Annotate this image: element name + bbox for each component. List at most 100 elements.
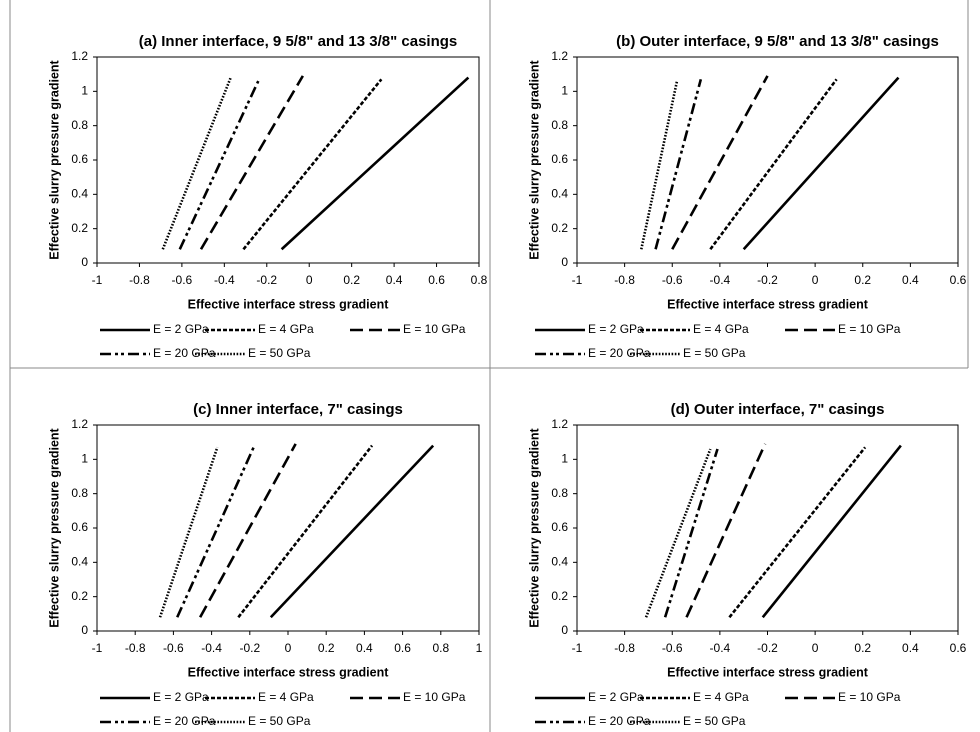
y-tick-label: 0.6 bbox=[551, 520, 568, 534]
x-tick-label: -0.8 bbox=[614, 641, 635, 655]
series-line bbox=[709, 78, 838, 251]
series-line bbox=[654, 78, 703, 250]
chart-title: (d) Outer interface, 7" casings bbox=[671, 401, 885, 418]
x-axis-label: Effective interface stress gradient bbox=[188, 297, 390, 311]
x-axis-label: Effective interface stress gradient bbox=[667, 297, 869, 311]
series-line bbox=[742, 76, 900, 251]
legend-label: E = 2 GPa bbox=[588, 322, 644, 336]
series-line bbox=[728, 446, 867, 619]
legend-label: E = 50 GPa bbox=[248, 714, 311, 728]
x-tick-label: -0.6 bbox=[662, 273, 683, 287]
x-axis-label: Effective interface stress gradient bbox=[188, 665, 390, 679]
legend-label: E = 2 GPa bbox=[153, 322, 209, 336]
legend-label: E = 50 GPa bbox=[683, 714, 746, 728]
y-tick-label: 0.4 bbox=[551, 187, 568, 201]
legend-label: E = 20 GPa bbox=[588, 714, 651, 728]
x-tick-label: -1 bbox=[92, 641, 103, 655]
x-tick-label: -1 bbox=[92, 273, 103, 287]
x-tick-label: -0.2 bbox=[239, 641, 260, 655]
x-tick-label: 0.6 bbox=[394, 641, 411, 655]
x-tick-label: 0 bbox=[812, 641, 819, 655]
legend-label: E = 4 GPa bbox=[258, 690, 314, 704]
series-line bbox=[269, 444, 435, 619]
series-line bbox=[237, 444, 374, 619]
legend-label: E = 10 GPa bbox=[838, 690, 901, 704]
x-tick-label: -0.2 bbox=[757, 641, 778, 655]
series-line bbox=[199, 75, 304, 250]
y-tick-label: 1 bbox=[81, 84, 88, 98]
y-tick-label: 0.8 bbox=[551, 486, 568, 500]
x-tick-label: 0.8 bbox=[432, 641, 449, 655]
x-tick-label: -0.4 bbox=[710, 641, 731, 655]
series-line bbox=[761, 444, 902, 619]
legend-label: E = 20 GPa bbox=[588, 346, 651, 360]
x-tick-label: -1 bbox=[572, 273, 583, 287]
series-line bbox=[663, 448, 719, 618]
x-tick-label: -0.8 bbox=[614, 273, 635, 287]
series-line bbox=[640, 80, 679, 250]
x-tick-label: 0.2 bbox=[854, 273, 871, 287]
x-tick-label: 1 bbox=[476, 641, 483, 655]
series-line bbox=[671, 75, 769, 250]
y-tick-label: 0.8 bbox=[71, 486, 88, 500]
series-line bbox=[644, 448, 712, 618]
x-tick-label: 0.6 bbox=[950, 641, 967, 655]
y-tick-label: 0.2 bbox=[71, 589, 88, 603]
legend-label: E = 10 GPa bbox=[838, 322, 901, 336]
chart-panel: (d) Outer interface, 7" casings 0 0.2 0.4 0.… bbox=[527, 401, 966, 728]
x-tick-label: -0.4 bbox=[214, 273, 235, 287]
y-tick-label: 0.2 bbox=[71, 221, 88, 235]
legend-label: E = 10 GPa bbox=[403, 322, 466, 336]
x-tick-label: -0.4 bbox=[710, 273, 731, 287]
y-tick-label: 0.4 bbox=[71, 187, 88, 201]
chart-panel: (a) Inner interface, 9 5/8" and 13 3/8" … bbox=[47, 33, 487, 360]
y-tick-label: 1.2 bbox=[551, 49, 568, 63]
series-line bbox=[280, 76, 470, 251]
legend-label: E = 4 GPa bbox=[693, 690, 749, 704]
legend-label: E = 2 GPa bbox=[588, 690, 644, 704]
y-tick-label: 1 bbox=[561, 452, 568, 466]
y-tick-label: 0.4 bbox=[71, 555, 88, 569]
x-tick-label: -0.2 bbox=[256, 273, 277, 287]
y-tick-label: 1.2 bbox=[71, 417, 88, 431]
y-axis-label: Effective slurry pressure gradient bbox=[527, 59, 541, 259]
x-tick-label: 0.2 bbox=[854, 641, 871, 655]
x-tick-label: 0.6 bbox=[950, 273, 967, 287]
y-tick-label: 0.6 bbox=[71, 152, 88, 166]
y-tick-label: 0.2 bbox=[551, 589, 568, 603]
series-line bbox=[178, 80, 260, 250]
chart-title: (c) Inner interface, 7" casings bbox=[193, 401, 403, 418]
x-tick-label: 0 bbox=[812, 273, 819, 287]
x-tick-label: 0.4 bbox=[386, 273, 403, 287]
chart-title: (b) Outer interface, 9 5/8" and 13 3/8" … bbox=[616, 33, 939, 50]
y-axis-label: Effective slurry pressure gradient bbox=[47, 59, 61, 259]
series-line bbox=[242, 78, 383, 251]
y-tick-label: 0.4 bbox=[551, 555, 568, 569]
x-tick-label: -0.6 bbox=[662, 641, 683, 655]
chart-panel: (c) Inner interface, 7" casings 0 0.2 0.4 0.… bbox=[47, 401, 482, 728]
legend-label: E = 50 GPa bbox=[683, 346, 746, 360]
y-tick-label: 1 bbox=[561, 84, 568, 98]
x-tick-label: 0.4 bbox=[902, 641, 919, 655]
x-tick-label: 0.2 bbox=[343, 273, 360, 287]
y-tick-label: 0 bbox=[81, 623, 88, 637]
series-line bbox=[176, 446, 255, 618]
legend-label: E = 20 GPa bbox=[153, 714, 216, 728]
x-axis-label: Effective interface stress gradient bbox=[667, 665, 869, 679]
x-tick-label: 0.4 bbox=[356, 641, 373, 655]
x-tick-label: -0.8 bbox=[129, 273, 150, 287]
legend-label: E = 50 GPa bbox=[248, 346, 311, 360]
y-tick-label: 0 bbox=[561, 623, 568, 637]
y-tick-label: 0 bbox=[561, 255, 568, 269]
y-tick-label: 1.2 bbox=[71, 49, 88, 63]
series-line bbox=[685, 443, 767, 618]
series-line bbox=[158, 446, 219, 618]
plot-area bbox=[96, 56, 480, 264]
y-tick-label: 1 bbox=[81, 452, 88, 466]
legend-label: E = 4 GPa bbox=[258, 322, 314, 336]
plot-area bbox=[576, 56, 959, 264]
y-axis-label: Effective slurry pressure gradient bbox=[527, 427, 541, 627]
series-line bbox=[161, 77, 232, 250]
x-tick-label: 0.6 bbox=[428, 273, 445, 287]
